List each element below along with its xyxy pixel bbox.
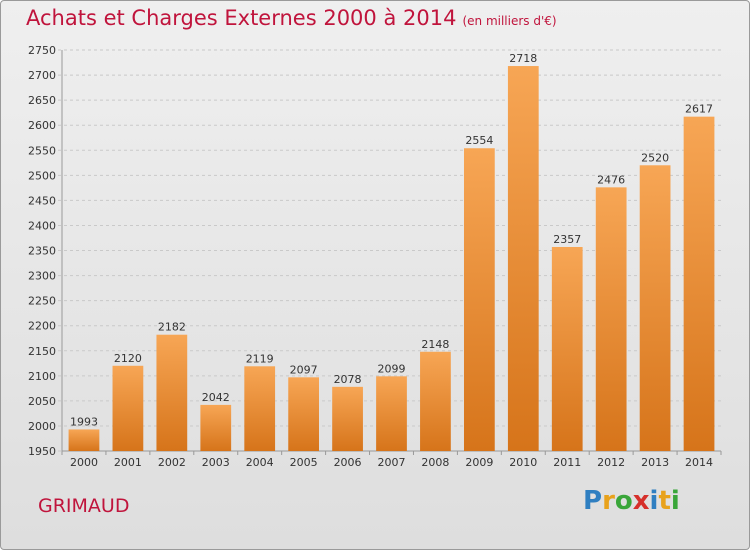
data-label: 2119 — [246, 352, 274, 365]
bar — [200, 404, 232, 451]
data-label: 2042 — [202, 391, 230, 404]
y-tick-label: 2550 — [28, 144, 56, 157]
bar — [683, 116, 715, 451]
y-tick-label: 2450 — [28, 194, 56, 207]
proxiti-logo[interactable]: Proxiti — [583, 486, 680, 516]
chart-subtitle: (en milliers d'€) — [462, 14, 557, 28]
bar — [463, 148, 495, 451]
x-tick-label: 2007 — [378, 456, 406, 469]
logo-letter: x — [632, 486, 650, 516]
bar — [551, 246, 583, 451]
data-label: 2097 — [290, 363, 318, 376]
logo-letter: P — [583, 486, 603, 516]
bar — [68, 429, 100, 451]
y-tick-label: 1950 — [28, 445, 56, 458]
bar — [112, 365, 144, 451]
y-tick-label: 2750 — [28, 44, 56, 57]
bar — [420, 351, 451, 451]
y-tick-label: 2600 — [28, 119, 56, 132]
bar — [376, 376, 407, 451]
x-tick-label: 2005 — [290, 456, 318, 469]
data-label: 2520 — [641, 151, 669, 164]
bar — [639, 165, 671, 451]
chart-title-text: Achats et Charges Externes 2000 à 2014 — [26, 6, 457, 30]
data-label: 2078 — [334, 373, 362, 386]
y-tick-label: 2700 — [28, 69, 56, 82]
data-label: 2617 — [685, 103, 713, 116]
x-tick-label: 2014 — [685, 456, 713, 469]
logo-letter: o — [614, 486, 633, 516]
data-label: 2476 — [597, 173, 625, 186]
x-tick-label: 2001 — [114, 456, 142, 469]
data-label: 2182 — [158, 321, 186, 334]
proxiti-logo-text: Proxiti — [583, 486, 680, 516]
x-tick-label: 2003 — [202, 456, 230, 469]
bar — [507, 66, 539, 451]
y-tick-label: 2000 — [28, 420, 56, 433]
data-label: 2120 — [114, 352, 142, 365]
x-tick-label: 2012 — [597, 456, 625, 469]
x-tick-label: 2008 — [421, 456, 449, 469]
data-label: 1993 — [70, 415, 98, 428]
logo-letter: r — [602, 486, 615, 516]
logo-letter: i — [649, 486, 659, 516]
bar — [244, 366, 276, 451]
y-tick-label: 2300 — [28, 270, 56, 283]
x-tick-label: 2009 — [465, 456, 493, 469]
y-tick-label: 2050 — [28, 395, 56, 408]
logo-letter: i — [670, 486, 680, 516]
data-label: 2099 — [378, 362, 406, 375]
data-label: 2357 — [553, 233, 581, 246]
x-tick-label: 2010 — [509, 456, 537, 469]
y-tick-label: 2200 — [28, 320, 56, 333]
x-tick-label: 2004 — [246, 456, 274, 469]
x-tick-label: 2000 — [70, 456, 98, 469]
chart-title: Achats et Charges Externes 2000 à 2014 (e… — [26, 6, 557, 30]
data-label: 2554 — [465, 134, 493, 147]
y-tick-label: 2150 — [28, 345, 56, 358]
data-label: 2718 — [509, 52, 537, 65]
x-tick-label: 2011 — [553, 456, 581, 469]
y-tick-label: 2400 — [28, 219, 56, 232]
x-tick-label: 2013 — [641, 456, 669, 469]
bar — [332, 386, 363, 451]
y-tick-label: 2100 — [28, 370, 56, 383]
bar — [595, 187, 627, 451]
y-tick-label: 2500 — [28, 169, 56, 182]
y-tick-label: 2350 — [28, 245, 56, 258]
x-tick-label: 2006 — [334, 456, 362, 469]
x-tick-label: 2002 — [158, 456, 186, 469]
bar — [156, 334, 188, 451]
y-tick-label: 2650 — [28, 94, 56, 107]
logo-letter: t — [658, 486, 671, 516]
y-tick-label: 2250 — [28, 295, 56, 308]
town-name: GRIMAUD — [38, 495, 130, 517]
bar — [288, 377, 320, 451]
data-label: 2148 — [421, 338, 449, 351]
